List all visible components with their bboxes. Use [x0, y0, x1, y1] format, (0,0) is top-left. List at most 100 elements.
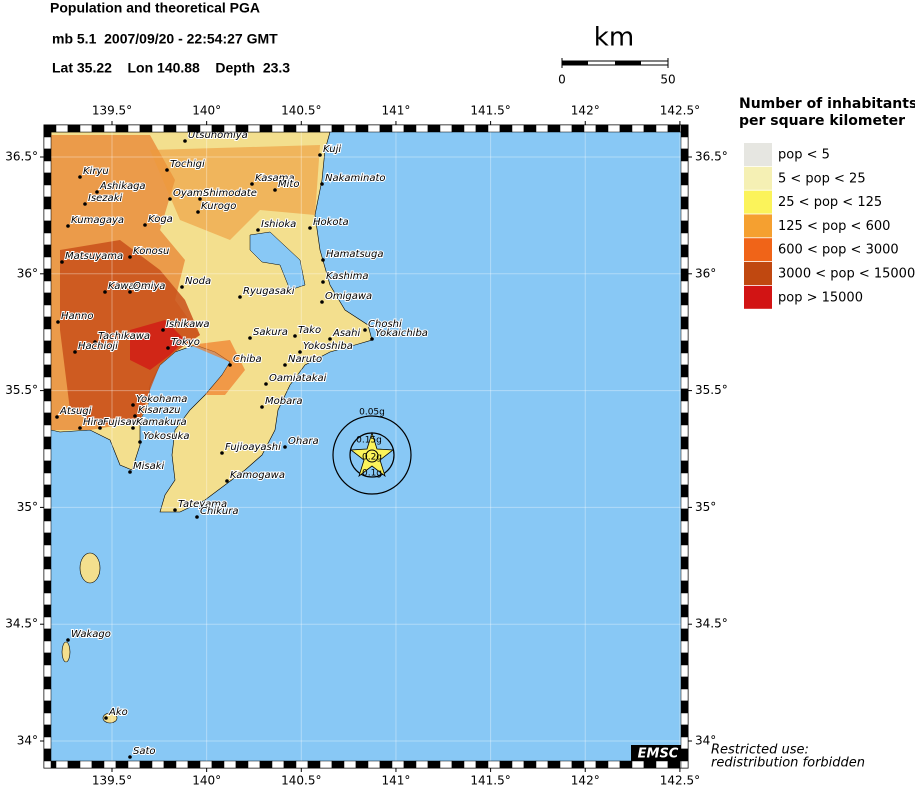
city-dot [248, 336, 252, 340]
frame-segment [319, 760, 333, 769]
lon-tick-label: 139.5° [92, 774, 132, 786]
city-label: Oyama [173, 188, 209, 199]
frame-segment [680, 592, 689, 606]
city-label: Mobara [265, 396, 302, 407]
frame-segment [451, 124, 465, 133]
frame-segment [680, 196, 689, 210]
city-dot [128, 470, 132, 474]
frame-segment [607, 124, 621, 133]
lat-tick-label: 35.5° [5, 383, 38, 397]
city-dot [128, 755, 132, 759]
city-label: Nakaminato [325, 173, 386, 184]
frame-segment [523, 760, 537, 769]
city-dot [165, 168, 169, 172]
frame-segment [680, 520, 689, 534]
frame-segment [43, 124, 52, 138]
city-dot [321, 258, 325, 262]
city-dot [56, 320, 60, 324]
frame-segment [43, 256, 52, 270]
frame-segment [187, 124, 201, 133]
city-dot [78, 175, 82, 179]
city-dot [133, 414, 137, 418]
city-label: Kamakura [136, 417, 187, 428]
city-dot [196, 210, 200, 214]
city-dot [104, 716, 108, 720]
frame-segment [43, 316, 52, 330]
city-label: Tokyo [171, 337, 200, 348]
frame-segment [223, 760, 237, 769]
frame-segment [103, 760, 117, 769]
frame-segment [607, 760, 621, 769]
lat-tick-label: 36.5° [5, 150, 38, 164]
lon-tick-label: 142.5° [660, 774, 700, 786]
frame-segment [79, 124, 93, 133]
city-dot [183, 139, 187, 143]
frame-segment [367, 124, 381, 133]
city-label: Tachikawa [98, 331, 150, 342]
map-frame [43, 124, 689, 769]
frame-segment [559, 760, 573, 769]
epicenter [349, 431, 395, 478]
city-label: Noda [185, 276, 211, 287]
city-dot [60, 260, 64, 264]
city-dot [298, 350, 302, 354]
frame-segment [43, 448, 52, 462]
city-label: Hira [83, 417, 104, 428]
city-label: Koga [148, 214, 173, 225]
legend-label: 25 < pop < 125 [778, 195, 882, 210]
frame-segment [43, 172, 52, 186]
city-label: Sakura [253, 327, 288, 338]
frame-segment [259, 760, 273, 769]
city-label: Misaki [133, 461, 165, 472]
frame-segment [643, 124, 657, 133]
frame-segment [43, 484, 52, 498]
frame-segment [163, 124, 177, 133]
city-dot [143, 223, 147, 227]
frame-segment [680, 424, 689, 438]
frame-segment [547, 760, 561, 769]
city-dot [93, 340, 97, 344]
frame-segment [127, 124, 141, 133]
city-dot [131, 403, 135, 407]
frame-segment [43, 232, 52, 246]
frame-segment [680, 352, 689, 366]
city-dot [66, 638, 70, 642]
legend-label: 600 < pop < 3000 [778, 243, 899, 258]
legend-swatch [744, 166, 772, 190]
frame-segment [43, 340, 52, 354]
frame-segment [43, 412, 52, 426]
frame-segment [680, 256, 689, 270]
city-label: Yokaichiba [375, 328, 428, 339]
lon-tick-label: 140.5° [281, 774, 321, 786]
frame-segment [43, 748, 52, 762]
lat-tick-label: 34° [17, 734, 38, 748]
frame-segment [619, 124, 633, 133]
frame-segment [67, 760, 81, 769]
frame-segment [43, 376, 52, 390]
lat-tick-label: 34.5° [5, 617, 38, 631]
legend-label: pop < 5 [778, 148, 830, 163]
frame-segment [680, 364, 689, 378]
frame-segment [680, 220, 689, 234]
pga-contours: 0.05g 0.15g 0.2g 0.1g [332, 408, 412, 495]
city-dot [238, 295, 242, 299]
frame-segment [295, 124, 309, 133]
city-dot [131, 426, 135, 430]
frame-segment [211, 124, 225, 133]
legend-title: per square kilometer [739, 113, 905, 129]
frame-segment [680, 508, 689, 522]
city-label: Ohara [288, 436, 319, 447]
city-label: Choshi [368, 319, 402, 330]
map-area: 0.05g 0.15g 0.2g 0.1g Utsunomiya Kuji Toch… [51, 132, 681, 761]
city-label: Kiryu [83, 166, 109, 177]
frame-segment [655, 124, 669, 133]
frame-segment [55, 124, 69, 133]
city-dot [370, 337, 374, 341]
city-dot [283, 363, 287, 367]
island [102, 712, 118, 724]
frame-segment [355, 124, 369, 133]
frame-segment [91, 760, 105, 769]
frame-segment [247, 760, 261, 769]
city-label: Hachioji [78, 341, 118, 352]
